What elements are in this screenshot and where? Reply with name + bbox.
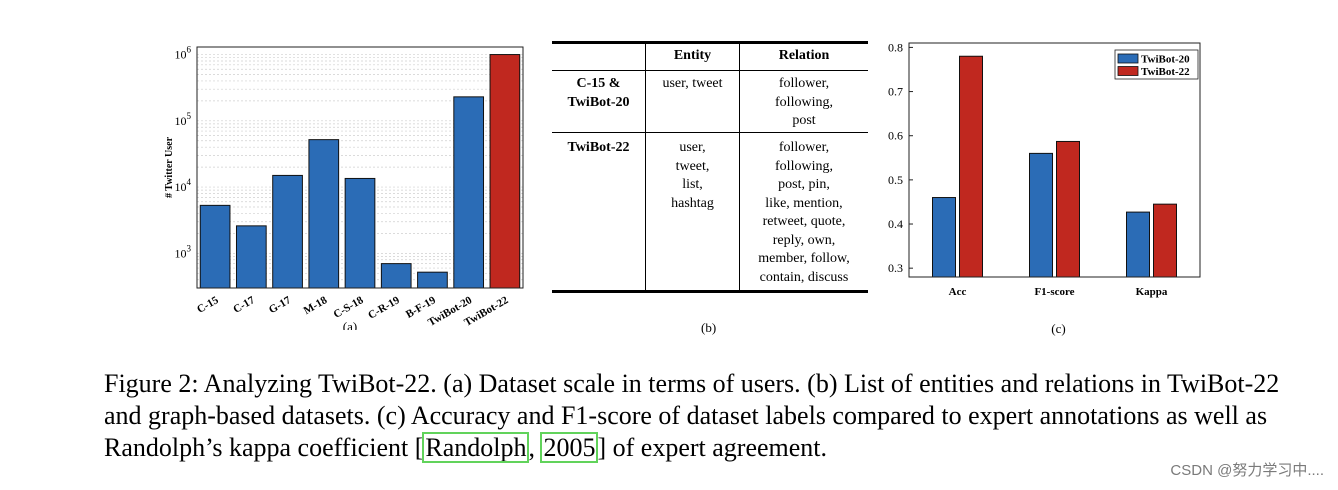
y-tick-label-a: 103 <box>175 243 192 260</box>
bar-TwiBot-22-Acc <box>959 55 983 278</box>
table-row2-entity-line: hashtag <box>671 195 714 211</box>
x-tick-label-a: C-15 <box>195 294 221 316</box>
table-row2-relation-line: reply, own, <box>772 232 836 248</box>
bar-TwiBot-20 <box>453 96 485 289</box>
chart-c-label-quality: 0.3 0.4 0.5 0.6 0.7 0.8 Acc F1-score Kappa TwiBot… <box>888 40 1201 336</box>
caption-separator: , <box>528 433 542 462</box>
y-tick-label-c: 0.4 <box>888 217 903 231</box>
y-tick-label-c: 0.7 <box>888 85 903 99</box>
table-row1-dataset-line: TwiBot-20 <box>567 94 630 110</box>
figure-caption: Figure 2: Analyzing TwiBot-22. (a) Datas… <box>104 368 1284 464</box>
legend-swatch-TwiBot-20 <box>1117 53 1139 64</box>
x-tick-label-a: M-18 <box>302 294 330 317</box>
table-header-rule <box>552 70 868 71</box>
y-tick-label-a: 105 <box>175 111 192 128</box>
table-row1-entity-line: user, tweet <box>662 76 723 91</box>
x-tick-label-c: Acc <box>949 286 967 298</box>
x-tick-label-a: G-17 <box>267 294 294 316</box>
table-row2-relation: follower, following, post, pin, like, me… <box>740 139 868 287</box>
x-tick-label-c: Kappa <box>1136 286 1168 298</box>
table-row1-relation-line: follower, <box>778 76 830 91</box>
y-tick-label-a: 106 <box>175 45 192 62</box>
table-entities-relations: Entity Relation C-15 & TwiBot-20 user, t… <box>552 40 868 295</box>
legend-swatch-TwiBot-22 <box>1117 66 1139 76</box>
table-row2-relation-line: following, <box>775 158 833 174</box>
y-axis-label-a: # Twitter User <box>164 136 175 198</box>
axis-frame-a <box>196 46 524 289</box>
chart-c-sublabel: (c) <box>1051 321 1065 336</box>
table-row1-dataset: C-15 & TwiBot-20 <box>552 75 645 112</box>
x-tick-label-c: F1-score <box>1034 286 1074 298</box>
table-header-relation: Relation <box>778 48 830 63</box>
watermark: CSDN @努力学习中.... <box>1170 462 1324 479</box>
table-row2-dataset-line: TwiBot-22 <box>567 140 630 155</box>
bar-TwiBot-20-F1-score <box>1029 152 1053 278</box>
table-row2-relation-line: contain, discuss <box>759 269 849 285</box>
legend-label-TwiBot-22: TwiBot-22 <box>1141 66 1190 78</box>
table-vline-2 <box>739 44 740 290</box>
citation-link-author[interactable]: Randolph <box>422 432 530 463</box>
bar-TwiBot-22-F1-score <box>1056 140 1080 278</box>
table-row1-entity: user, tweet <box>646 75 739 94</box>
table-row2-relation-line: retweet, quote, <box>762 214 846 229</box>
bar-TwiBot-20-Acc <box>932 197 956 278</box>
x-tick-label-a: C-17 <box>231 294 257 316</box>
y-tick-label-c: 0.6 <box>888 129 903 143</box>
y-tick-label-c: 0.8 <box>888 40 903 54</box>
y-tick-label-a: 104 <box>175 177 192 194</box>
chart-a-dataset-scale: 103 104 105 106 C-15 C-17 G-17 M-18 C-S-18 C-R-19… <box>164 45 524 330</box>
bar-TwiBot-22-Kappa <box>1153 203 1177 278</box>
table-vline-1 <box>645 44 646 290</box>
y-tick-label-c: 0.3 <box>888 261 903 275</box>
chart-a-sublabel: (a) <box>343 319 357 330</box>
bar-G-17 <box>272 174 303 289</box>
table-row2-dataset: TwiBot-22 <box>552 139 645 158</box>
table-top-rule <box>552 41 868 44</box>
bar-C-15 <box>199 204 231 289</box>
citation-link-year[interactable]: 2005 <box>540 432 599 463</box>
table-b-sublabel: (b) <box>701 320 717 335</box>
axis-frame-c <box>908 42 1201 278</box>
x-tick-label-a: C-S-18 <box>331 294 365 321</box>
legend-box-c <box>1114 49 1199 80</box>
x-tick-label-a: C-R-19 <box>366 294 402 322</box>
caption-text: Figure 2: Analyzing TwiBot-22. (a) Datas… <box>104 369 1280 462</box>
table-row1-dataset-line: C-15 & <box>576 76 621 91</box>
caption-text-end: ] of expert agreement. <box>597 433 828 462</box>
table-row2-relation-line: like, mention, <box>765 195 843 211</box>
table-row2-entity-line: list, <box>682 177 703 192</box>
table-row2-relation-line: post, pin, <box>778 177 830 192</box>
table-row1-relation-line: post <box>792 113 816 128</box>
table-row1-relation-line: following, <box>775 94 833 110</box>
table-row2-relation-line: member, follow, <box>758 251 850 266</box>
table-row1-relation: follower, following, post <box>740 75 868 131</box>
bar-TwiBot-20-Kappa <box>1126 211 1150 278</box>
y-tick-label-c: 0.5 <box>888 173 903 187</box>
legend-label-TwiBot-20: TwiBot-20 <box>1141 54 1190 66</box>
bar-C-17 <box>235 225 267 289</box>
table-row2-entity-line: user, <box>679 140 706 155</box>
table-row2-entity-line: tweet, <box>675 158 710 174</box>
table-header-entity: Entity <box>673 48 712 63</box>
bar-TwiBot-22 <box>489 54 521 289</box>
table-row2-relation-line: follower, <box>778 140 830 155</box>
bar-B-F-19 <box>417 271 448 289</box>
bar-C-R-19 <box>380 263 412 289</box>
table-bottom-rule <box>552 290 868 293</box>
bar-C-S-18 <box>344 177 376 289</box>
table-row2-entity: user, tweet, list, hashtag <box>646 139 739 213</box>
table-mid-rule <box>552 132 868 133</box>
bar-M-18 <box>308 139 340 289</box>
